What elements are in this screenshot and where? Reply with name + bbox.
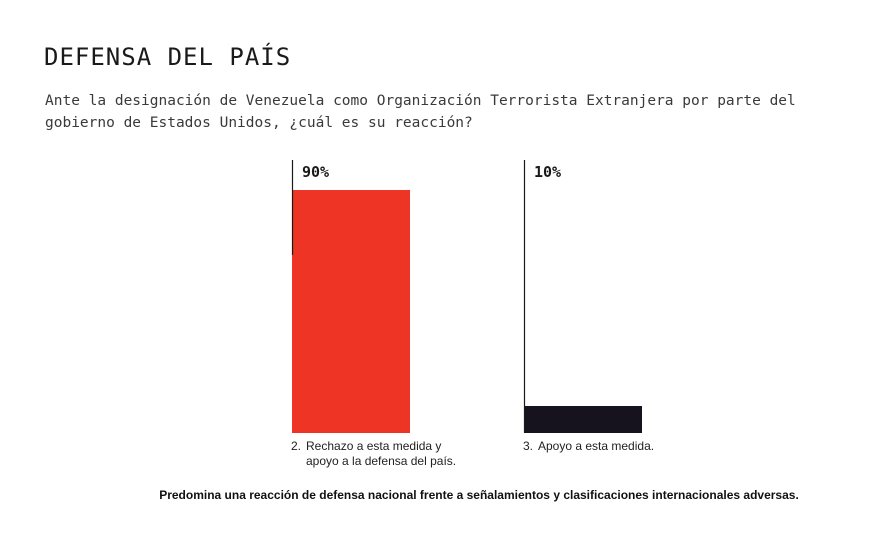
category-number: 2. xyxy=(291,439,302,453)
category-label-apoyo: 3. Apoyo a esta medida. xyxy=(523,439,654,454)
value-label: 10% xyxy=(534,163,561,181)
category-line: apoyo a la defensa del país. xyxy=(306,454,457,468)
bar-apoyo xyxy=(524,406,642,433)
value-label: 90% xyxy=(302,163,329,181)
category-number: 3. xyxy=(523,439,534,453)
category-label-rechazo: 2. Rechazo a esta medida y apoyo a la defe… xyxy=(291,439,456,469)
chart-title: DEFENSA DEL PAÍS xyxy=(44,43,292,71)
category-line: Apoyo a esta medida. xyxy=(538,439,655,453)
chart-question: Ante la designación de Venezuela como Or… xyxy=(45,93,796,131)
chart-footnote: Predomina una reacción de defensa nacion… xyxy=(159,488,799,502)
bar-rechazo xyxy=(292,190,410,433)
category-line: Rechazo a esta medida y xyxy=(306,439,442,453)
bars-layer: 90% 10% xyxy=(291,160,642,433)
